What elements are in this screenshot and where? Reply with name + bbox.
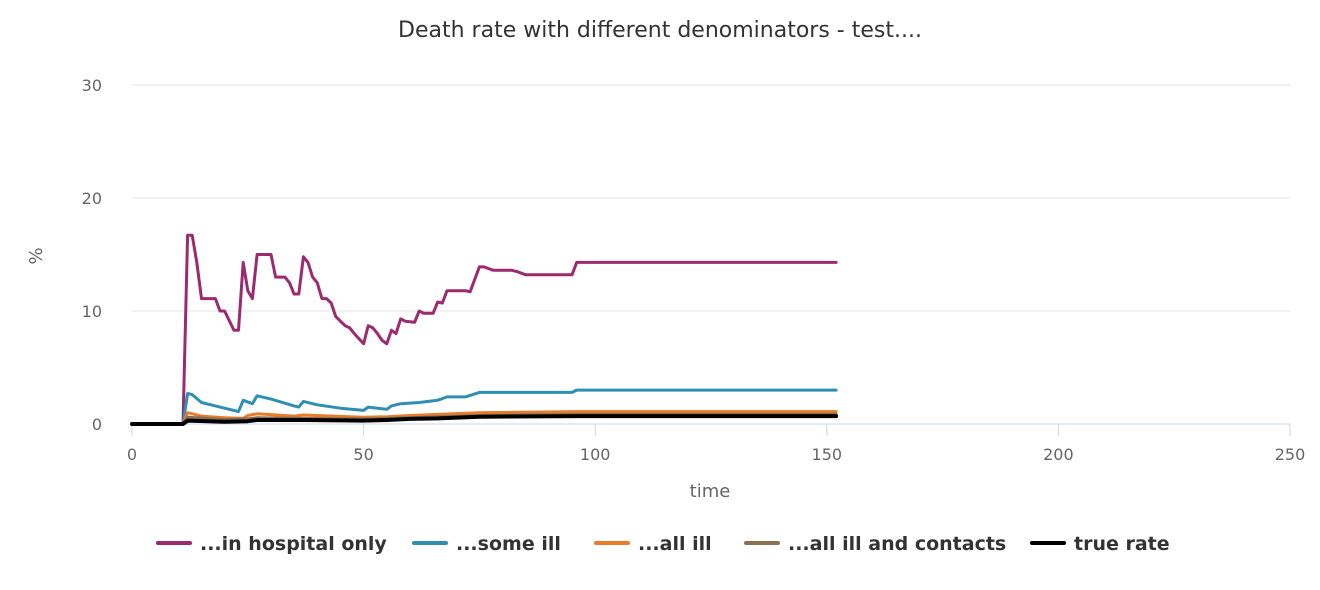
series-line-1 xyxy=(130,388,838,426)
x-tick-label: 0 xyxy=(127,445,137,464)
series-line-2 xyxy=(130,410,838,426)
y-tick-label: 20 xyxy=(82,189,102,208)
grid xyxy=(132,84,1290,312)
y-tick-label: 30 xyxy=(82,76,102,95)
x-tick-label: 100 xyxy=(580,445,611,464)
legend-label-2: ...all ill xyxy=(638,533,712,555)
series-line-0 xyxy=(130,233,838,426)
series-layer xyxy=(130,233,839,426)
legend-label-1: ...some ill xyxy=(456,533,561,555)
y-tick-label: 0 xyxy=(92,415,102,434)
x-tick-label: 50 xyxy=(353,445,373,464)
x-tick-label: 150 xyxy=(812,445,843,464)
axes: 0 10 20 30 0 50 100 150 200 250 xyxy=(82,76,1306,464)
legend: ...in hospital only ...some ill ...all ill… xyxy=(156,533,1170,555)
x-axis-label: time xyxy=(690,481,731,502)
legend-label-3: ...all ill and contacts xyxy=(788,533,1006,555)
legend-label-4: true rate xyxy=(1074,533,1170,555)
x-tick-label: 200 xyxy=(1043,445,1074,464)
y-tick-label: 10 xyxy=(82,302,102,321)
legend-label-0: ...in hospital only xyxy=(200,533,387,555)
y-axis-label: % xyxy=(26,247,47,264)
series-line-4 xyxy=(130,414,839,426)
chart-title: Death rate with different denominators -… xyxy=(398,18,922,43)
x-tick-label: 250 xyxy=(1275,445,1306,464)
